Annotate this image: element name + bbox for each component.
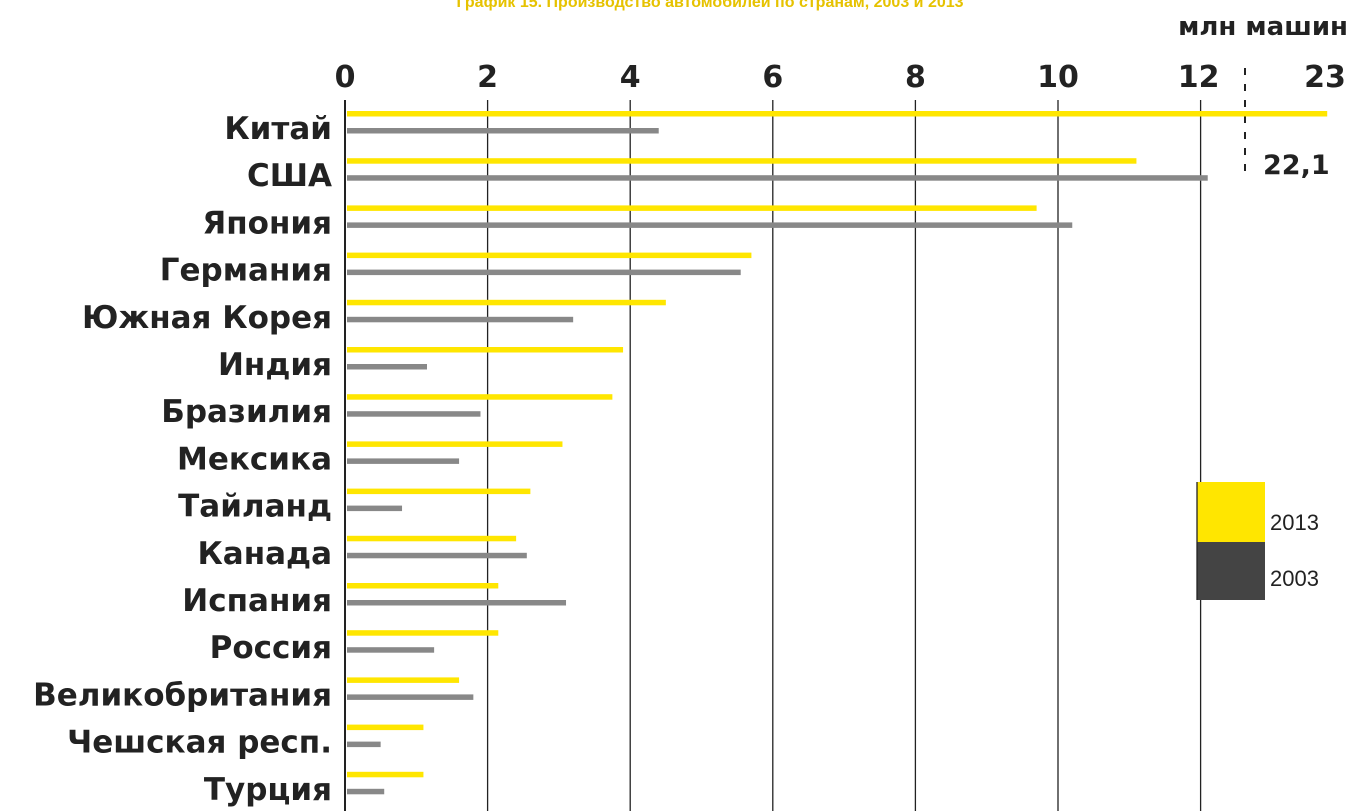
category-label: Германия bbox=[160, 253, 332, 289]
category-label: Россия bbox=[210, 630, 332, 666]
category-label: Великобритания bbox=[33, 677, 332, 713]
unit-label: млн машин bbox=[1178, 12, 1348, 42]
category-label: Бразилия bbox=[161, 394, 332, 430]
bar-2003 bbox=[347, 175, 1208, 181]
bar-2013 bbox=[347, 111, 1328, 117]
break-value-label: 22,1 bbox=[1263, 150, 1330, 181]
bar-2013 bbox=[347, 630, 499, 636]
bar-2013 bbox=[347, 347, 624, 353]
x-tick-label: 12 bbox=[1178, 60, 1220, 95]
bar-2013 bbox=[347, 724, 424, 731]
category-label: Япония bbox=[202, 205, 332, 241]
bar-2013 bbox=[347, 771, 424, 778]
bar-2003 bbox=[347, 694, 474, 700]
bar-2003 bbox=[347, 128, 659, 134]
bar-2003 bbox=[347, 222, 1073, 228]
bar-2013 bbox=[347, 158, 1137, 164]
bar-2003 bbox=[347, 316, 574, 323]
legend-label-2003: 2003 bbox=[1270, 566, 1319, 591]
bar-2003 bbox=[347, 600, 567, 606]
legend-swatch-2013 bbox=[1197, 482, 1265, 542]
bar-2013 bbox=[347, 252, 752, 259]
legend-swatch-2003 bbox=[1197, 542, 1265, 600]
x-tick-label: 2 bbox=[477, 60, 498, 95]
x-tick-label: 4 bbox=[620, 60, 641, 95]
bar-2003 bbox=[347, 552, 527, 559]
bar-2013 bbox=[347, 583, 499, 589]
bar-2013 bbox=[347, 535, 517, 542]
bar-2003 bbox=[347, 411, 481, 417]
legend-label-2013: 2013 bbox=[1270, 510, 1319, 535]
category-label: Китай bbox=[224, 111, 332, 147]
x-tick-label: 23 bbox=[1304, 60, 1346, 95]
bar-2003 bbox=[347, 788, 385, 795]
x-tick-label: 8 bbox=[905, 60, 926, 95]
x-tick-label: 0 bbox=[335, 60, 356, 95]
category-label: Тайланд bbox=[178, 489, 332, 525]
category-label: Турция bbox=[204, 772, 332, 808]
bar-2003 bbox=[347, 364, 427, 370]
chart-title: График 15. Производство автомобилей по с… bbox=[456, 0, 964, 11]
bar-2013 bbox=[347, 299, 666, 306]
category-label: США bbox=[247, 158, 332, 194]
category-label: Чешская респ. bbox=[67, 725, 332, 761]
category-label: Канада bbox=[197, 536, 332, 572]
x-tick-label: 10 bbox=[1037, 60, 1079, 95]
bar-2013 bbox=[347, 441, 563, 447]
bar-2003 bbox=[347, 458, 460, 464]
bar-2013 bbox=[347, 677, 460, 683]
x-tick-label: 6 bbox=[762, 60, 783, 95]
bar-2003 bbox=[347, 505, 403, 512]
category-label: Индия bbox=[218, 347, 332, 383]
bar-2003 bbox=[347, 647, 435, 653]
category-label: Мексика bbox=[177, 441, 332, 477]
bar-2013 bbox=[347, 205, 1037, 211]
category-label: Южная Корея bbox=[82, 300, 332, 336]
bar-2013 bbox=[347, 488, 531, 495]
category-label: Испания bbox=[182, 583, 332, 619]
bar-2003 bbox=[347, 741, 381, 748]
bar-2013 bbox=[347, 394, 613, 400]
bar-2003 bbox=[347, 269, 741, 276]
